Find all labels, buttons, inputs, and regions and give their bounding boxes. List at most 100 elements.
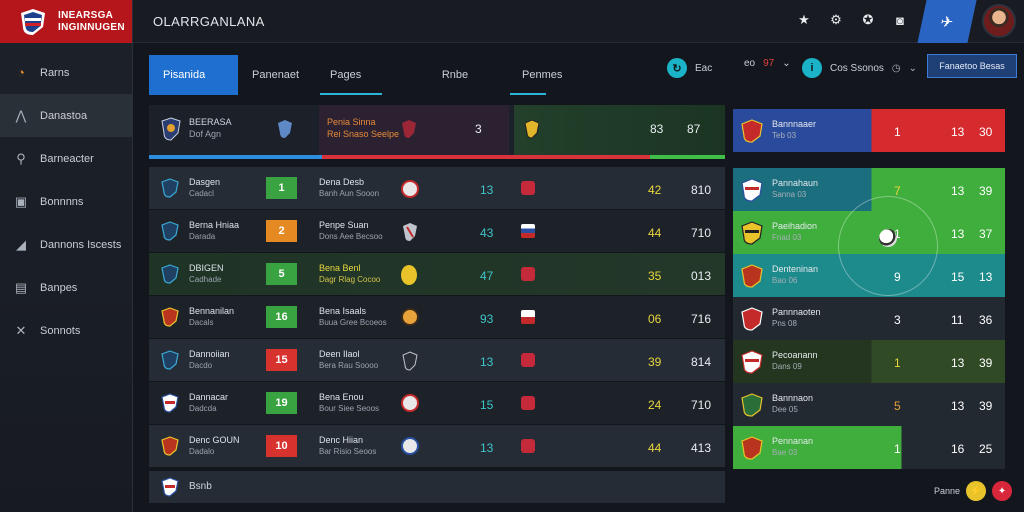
football-icon [879, 229, 897, 247]
standings-c: 39 [979, 184, 993, 198]
stat-value-1: 13 [480, 183, 494, 197]
team-sub: Dacals [189, 318, 214, 327]
table-footer[interactable]: Bsnb [149, 471, 725, 503]
standings-b: 13 [951, 227, 965, 241]
standings-team: Bannnaaer Teb 03 [772, 119, 816, 141]
score-badge: 16 [266, 306, 297, 328]
ball-icon[interactable]: ✪ [862, 12, 874, 27]
match-team-sub: Dof Agn [189, 129, 222, 139]
opponent-badge-icon [401, 437, 419, 455]
sidebar-item-5[interactable]: ▤ Banpes [0, 266, 132, 309]
opponent-cell: Penpe Suan Dons Aee Becsoo [319, 220, 383, 242]
chat-icon: ◢ [16, 236, 26, 252]
tab-1[interactable]: Panenaet [238, 55, 320, 95]
opponent-name: Bena Benl [319, 263, 361, 273]
brand-name: INEARSGA INGINNUGEN [58, 10, 125, 34]
lightning-icon[interactable]: ⚡ [966, 481, 987, 501]
score-badge: 1 [266, 177, 297, 199]
tab-3[interactable]: Rnbe [400, 55, 510, 95]
tab-4[interactable]: Penmes [510, 55, 600, 95]
stat-value-3: 710 [691, 226, 712, 240]
standings-row[interactable]: Pannnaoten Pns 08 3 11 36 [733, 297, 1005, 340]
opponent-cell: Deen Ilaol Bera Rau Soooo [319, 349, 378, 371]
standings-row[interactable]: Bannnaon Dee 05 5 13 39 [733, 383, 1005, 426]
opponent-badge-icon [402, 351, 418, 371]
settings-icon[interactable]: ⚙ [830, 12, 842, 27]
standings-name: Pannnaoten [772, 307, 821, 317]
table-row[interactable]: Bennanilan Dacals 16 Bena Isaals Buua Gree… [149, 296, 725, 339]
refresh-icon[interactable]: ↻ [667, 58, 687, 78]
chevron-down-icon: ⌄ [782, 58, 791, 69]
standings-row[interactable]: Bannnaaer Teb 03 1 13 30 [733, 109, 1005, 152]
chat-bubble-icon[interactable]: ◙ [896, 12, 904, 28]
flag-icon [521, 310, 535, 324]
standings-sub: Fnad 03 [772, 233, 802, 242]
table-row[interactable]: Berna Hniaa Darada 2 Penpe Suan Dons Aee B… [149, 210, 725, 253]
opponent-sub: Banh Aun Sooon [319, 189, 380, 198]
team-cell: Dasgen Cadacl [189, 177, 220, 199]
flag-icon [521, 224, 535, 238]
standings-name: Pecoanann [772, 350, 818, 360]
sidebar-item-1[interactable]: ⋀ Danastoa [0, 94, 132, 137]
stat-value-2: 24 [648, 398, 662, 412]
tab-0[interactable]: Pisanida [149, 55, 238, 95]
stat-value-2: 44 [648, 226, 662, 240]
top-icon-group: ★ ⚙ ✪ ◙ [795, 11, 909, 29]
table-row[interactable]: Dasgen Cadacl 1 Dena Desb Banh Aun Sooon 1… [149, 167, 725, 210]
alert-icon[interactable]: ✦ [992, 481, 1013, 501]
standings-team: Paeihadion Fnad 03 [772, 221, 817, 243]
chevron-down-icon: ⌄ [908, 62, 918, 74]
sidebar-item-label: Barneacter [40, 152, 94, 165]
standings-team: Denteninan Bao 06 [772, 264, 818, 286]
tab-underline [320, 93, 382, 95]
sidebar-item-0[interactable]: ◔ Rarns [0, 51, 132, 94]
opponent-name: Denc Hiian [319, 435, 364, 445]
table-row[interactable]: Dannoiian Dacdo 15 Deen Ilaol Bera Rau Soo… [149, 339, 725, 382]
filter-control-1[interactable]: ↻ Eac [667, 58, 712, 78]
team-sub: Dadalo [189, 447, 215, 456]
sidebar-item-4[interactable]: ◢ Dannons Iscests [0, 223, 132, 266]
match-summary[interactable]: BEERASA Dof Agn Penia Sinna Rei Snaso Se… [149, 105, 725, 155]
stat-value-1: 13 [480, 441, 494, 455]
score-badge: 15 [266, 349, 297, 371]
stat-value-1: 15 [480, 398, 494, 412]
team-name: Bennanilan [189, 306, 235, 316]
sidebar-item-6[interactable]: ✕ Sonnots [0, 309, 132, 352]
brand-header[interactable]: INEARSGA INGINNUGEN [0, 0, 132, 43]
pin-icon-button[interactable]: ✈ [917, 0, 977, 43]
team-crest-icon [161, 350, 179, 370]
standings-a: 1 [894, 356, 901, 370]
standings-row[interactable]: Pennanan Bae 03 1 16 25 [733, 426, 1005, 469]
table-row[interactable]: Dannacar Dadcda 19 Bena Enou Bour Siee Seo… [149, 382, 725, 425]
monitor-icon: ▣ [14, 193, 28, 209]
avatar[interactable] [982, 4, 1016, 38]
opponent-sub: Dagr Rlag Cocoo [319, 275, 381, 284]
score-badge: 2 [266, 220, 297, 242]
standings-a: 7 [894, 184, 901, 198]
standings-b: 16 [951, 442, 965, 456]
info-icon[interactable]: i [802, 58, 822, 78]
table-row[interactable]: DBIGEN Cadhade 5 Bena Benl Dagr Rlag Cocoo… [149, 253, 725, 296]
opponent-name: Deen Ilaol [319, 349, 360, 359]
filter-control-2[interactable]: eo 97 ⌄ [744, 58, 791, 69]
standings-b: 11 [951, 313, 964, 327]
star-icon[interactable]: ★ [798, 12, 810, 27]
opponent-sub: Buua Gree Bcoeos [319, 318, 387, 327]
standings-team: Pannahaun Sanna 03 [772, 178, 818, 200]
match-opp-name: Penia Sinna [327, 117, 376, 127]
team-crest-icon [161, 178, 179, 198]
standings-name: Bannnaaer [772, 119, 817, 129]
team-crest-icon [161, 221, 179, 241]
filter-control-3[interactable]: i Cos Ssonos ◷ ⌄ [802, 58, 917, 78]
flag-icon [521, 396, 535, 410]
table-row[interactable]: Denc GOUN Dadalo 10 Denc Hiian Bar Risio S… [149, 425, 725, 468]
team-name: Dannacar [189, 392, 229, 402]
team-sub: Dadcda [189, 404, 217, 413]
team-crest-icon [161, 307, 179, 327]
action-button[interactable]: Fanaetoo Besas [927, 54, 1017, 78]
sidebar-item-3[interactable]: ▣ Bonnnns [0, 180, 132, 223]
standings-row[interactable]: Pecoanann Dans 09 1 13 39 [733, 340, 1005, 383]
tab-2[interactable]: Pages [320, 55, 400, 95]
match-green-zone [514, 105, 725, 155]
sidebar-item-2[interactable]: ⚲ Barneacter [0, 137, 132, 180]
